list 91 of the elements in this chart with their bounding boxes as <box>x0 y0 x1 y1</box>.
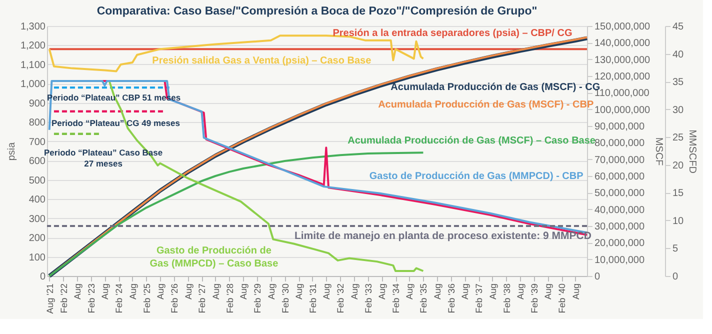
y3-tick-label: 20 <box>672 160 684 172</box>
y2-tick-label: 80,000,000 <box>594 138 645 150</box>
y2-tick-label: 150,000,000 <box>594 22 651 32</box>
y2-tick-label: 140,000,000 <box>594 38 651 50</box>
y-tick-label: 200 <box>28 233 46 244</box>
x-tick-label: Aug <box>570 284 581 300</box>
y3-tick-label: 0 <box>672 272 678 282</box>
x-tick-label: Feb '26 <box>170 284 180 314</box>
y-tick-label: 500 <box>28 175 46 186</box>
x-tick-label: Aug <box>460 284 470 300</box>
x-tick-label: Feb '39 <box>529 284 540 314</box>
x-tick-label: Aug <box>72 284 83 300</box>
x-tick-label: Aug <box>377 284 388 300</box>
x-tick-label: Feb '32 <box>336 284 346 314</box>
x-tick-label: Aug <box>128 284 138 300</box>
x-tick-label: Aug <box>404 284 415 300</box>
y2-tick-label: 90,000,000 <box>594 122 645 132</box>
x-tick-label: Feb '38 <box>502 284 512 314</box>
series-label: Acumulada Producción de Gas (MSCF) – Caso Base <box>348 136 596 147</box>
y3-tick-label: 5 <box>672 244 678 255</box>
x-tick-label: Feb '30 <box>280 284 290 314</box>
x-tick-label: Aug <box>543 284 554 300</box>
x-tick-label: Feb '36 <box>446 284 456 314</box>
y2-tick-label: 30,000,000 <box>594 222 645 232</box>
series-label: Gasto de Producción de Gas (MMPCD) – Caso Base <box>150 246 279 270</box>
series-label: Gasto de Producción de Gas (MMPCD) - CBP <box>369 171 584 182</box>
y2-tick-label: 10,000,000 <box>594 254 645 266</box>
y2-tick-label: 60,000,000 <box>594 172 645 182</box>
x-tick-label: Aug <box>238 284 249 300</box>
x-tick-label: Aug <box>266 284 276 300</box>
y2-axis-title: MSCF <box>653 137 664 166</box>
x-tick-label: Feb '25 <box>142 284 152 314</box>
y2-tick-label: 120,000,000 <box>594 72 651 82</box>
series-label: Presión salida Gas a Venta (psia) – Caso Base <box>152 55 372 66</box>
x-tick-label: Feb '31 <box>308 284 318 314</box>
x-tick-label: Aug <box>515 284 526 300</box>
x-tick-label: Feb '40 <box>557 284 568 314</box>
y3-axis-title: MMSCFD <box>686 130 698 174</box>
y3-tick-label: 25 <box>672 132 684 144</box>
chart-title: Comparativa: Caso Base/"Compresión a Boca de Pozo"/"Compresión de Grupo" <box>96 6 538 18</box>
x-tick-label: Aug <box>183 284 194 300</box>
y-tick-label: 300 <box>28 214 46 225</box>
y-tick-label: 1,200 <box>20 40 46 52</box>
x-tick-label: Feb '24 <box>114 284 124 314</box>
y2-tick-label: 100,000,000 <box>594 104 651 116</box>
x-tick-label: Feb '35 <box>418 284 429 314</box>
x-tick-label: Aug '21 <box>44 284 55 314</box>
x-tick-label: Aug <box>349 284 360 300</box>
y-tick-label: 600 <box>28 156 46 168</box>
x-tick-label: Aug <box>156 284 166 300</box>
x-tick-label: Aug <box>488 284 498 300</box>
x-tick-label: Feb '28 <box>224 284 235 314</box>
x-tick-label: Aug <box>210 284 221 300</box>
y-tick-label: 0 <box>40 272 46 282</box>
y-tick-label: 1,300 <box>20 22 46 32</box>
y-tick-label: 400 <box>28 194 46 206</box>
x-tick-label: Feb '27 <box>197 284 208 314</box>
x-tick-label: Feb '37 <box>474 284 484 314</box>
x-tick-label: Feb '23 <box>86 284 96 314</box>
y2-tick-label: 130,000,000 <box>594 54 651 66</box>
x-tick-label: Feb '22 <box>58 284 69 314</box>
y-tick-label: 1,000 <box>20 79 46 90</box>
y3-tick-label: 35 <box>672 77 684 88</box>
y3-tick-label: 40 <box>672 49 684 60</box>
y2-tick-label: 0 <box>594 272 600 282</box>
y2-tick-label: 70,000,000 <box>594 154 645 166</box>
annotation: Periodo “Plateau” CG 49 meses <box>51 118 180 128</box>
y-tick-label: 800 <box>28 118 46 129</box>
y-tick-label: 700 <box>28 136 46 148</box>
y3-tick-label: 15 <box>672 188 684 200</box>
series-label: Acumulada Producción de Gas (MSCF) - CBP <box>378 99 594 110</box>
line-series <box>48 34 424 72</box>
x-tick-label: Feb '34 <box>391 284 402 314</box>
y2-tick-label: 40,000,000 <box>594 204 645 216</box>
x-tick-label: Aug <box>100 284 110 300</box>
y-tick-label: 1,100 <box>20 60 46 71</box>
ref-line-label: Limite de manejo en planta de proceso existente: 9 MMPCD <box>294 230 592 242</box>
y2-tick-label: 50,000,000 <box>594 188 645 200</box>
series-label: Presión a la entrada separadores (psia) – CBP/ CG <box>332 28 572 39</box>
x-tick-label: Aug <box>294 284 304 300</box>
y3-tick-label: 30 <box>672 104 684 116</box>
y-tick-label: 900 <box>28 98 46 110</box>
x-tick-label: Feb '33 <box>363 284 374 314</box>
x-tick-label: Aug <box>322 284 332 300</box>
y3-tick-label: 45 <box>672 22 684 32</box>
y-tick-label: 100 <box>28 252 46 264</box>
y3-tick-label: 10 <box>672 216 684 227</box>
y-axis-title: psia <box>6 142 18 161</box>
y2-tick-label: 20,000,000 <box>594 238 645 250</box>
x-tick-label: Aug <box>432 284 442 300</box>
x-tick-label: Feb '29 <box>252 284 263 314</box>
